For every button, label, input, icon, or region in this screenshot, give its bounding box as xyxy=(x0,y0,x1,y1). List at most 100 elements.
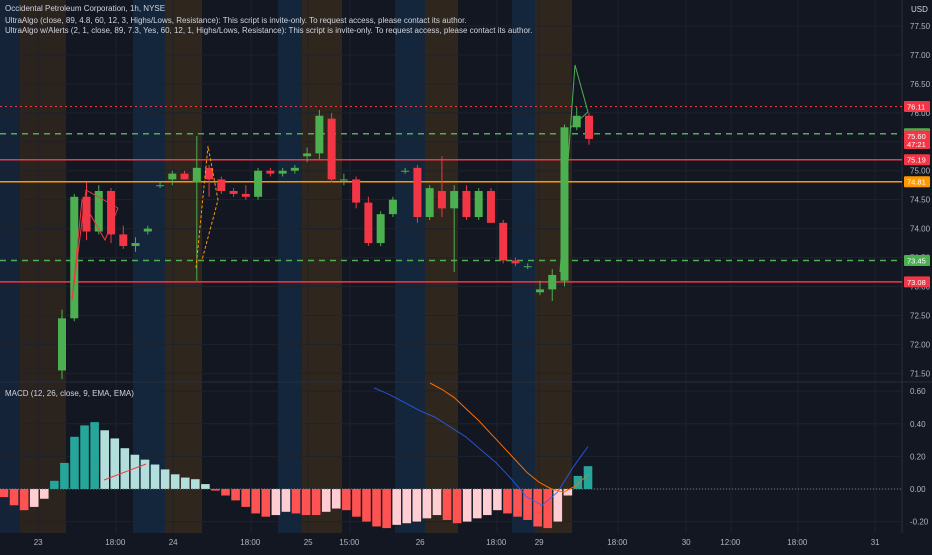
candle-body[interactable] xyxy=(511,260,520,264)
macd-histogram-bar[interactable] xyxy=(331,488,341,509)
candle-body[interactable] xyxy=(364,202,373,244)
candle-body[interactable] xyxy=(585,115,593,139)
macd-histogram-bar[interactable] xyxy=(80,425,89,489)
candle-body[interactable] xyxy=(339,179,348,181)
candle-body[interactable] xyxy=(450,191,459,209)
macd-histogram-bar[interactable] xyxy=(412,488,422,522)
macd-histogram-bar[interactable] xyxy=(9,488,19,506)
macd-histogram-bar[interactable] xyxy=(382,488,391,529)
macd-histogram-bar[interactable] xyxy=(483,488,492,516)
indicator-legend-ultraalgo[interactable]: UltraAlgo (close, 89, 4.8, 60, 12, 3, Hi… xyxy=(5,16,467,25)
macd-histogram-bar[interactable] xyxy=(231,488,240,501)
macd-histogram-bar[interactable] xyxy=(533,488,542,527)
level-badge-74.81[interactable] xyxy=(904,176,930,188)
macd-histogram-bar[interactable] xyxy=(110,438,120,489)
macd-histogram-bar[interactable] xyxy=(211,488,220,491)
macd-histogram-bar[interactable] xyxy=(221,488,230,496)
macd-histogram-bar[interactable] xyxy=(372,488,381,527)
macd-legend[interactable]: MACD (12, 26, close, 9, EMA, EMA) xyxy=(5,389,134,398)
macd-histogram-bar[interactable] xyxy=(70,436,79,489)
candle-body[interactable] xyxy=(94,191,103,232)
macd-histogram-bar[interactable] xyxy=(281,488,291,512)
macd-histogram-bar[interactable] xyxy=(29,488,39,507)
macd-histogram-bar[interactable] xyxy=(422,488,432,519)
candle-body[interactable] xyxy=(523,266,532,268)
candle-body[interactable] xyxy=(107,191,116,235)
candle-body[interactable] xyxy=(474,191,483,218)
candle-body[interactable] xyxy=(425,188,434,218)
candle-body[interactable] xyxy=(388,199,397,215)
macd-histogram-bar[interactable] xyxy=(493,488,502,511)
macd-histogram-bar[interactable] xyxy=(342,488,351,511)
macd-histogram-bar[interactable] xyxy=(261,488,271,517)
level-badge-73.45[interactable] xyxy=(904,254,930,266)
candle-body[interactable] xyxy=(437,191,446,209)
macd-histogram-bar[interactable] xyxy=(291,488,301,514)
macd-histogram-bar[interactable] xyxy=(150,464,160,489)
macd-histogram-bar[interactable] xyxy=(50,480,59,489)
macd-histogram-bar[interactable] xyxy=(39,488,49,499)
candle-body[interactable] xyxy=(303,153,312,157)
macd-histogram-bar[interactable] xyxy=(19,488,29,511)
macd-histogram-bar[interactable] xyxy=(191,479,200,489)
macd-histogram-bar[interactable] xyxy=(311,488,321,516)
candle-body[interactable] xyxy=(315,115,324,154)
macd-histogram-bar[interactable] xyxy=(301,488,311,516)
candle-body[interactable] xyxy=(376,214,385,244)
macd-histogram-bar[interactable] xyxy=(120,448,130,489)
candle-body[interactable] xyxy=(290,167,299,171)
level-badge-76.11[interactable] xyxy=(904,100,930,112)
candle-body[interactable] xyxy=(535,289,544,293)
macd-histogram-bar[interactable] xyxy=(452,488,462,524)
candle-body[interactable] xyxy=(413,167,422,218)
currency-label[interactable]: USD xyxy=(911,5,928,14)
candle-body[interactable] xyxy=(401,170,410,172)
macd-histogram-bar[interactable] xyxy=(140,459,150,489)
macd-histogram-bar[interactable] xyxy=(432,488,442,516)
macd-histogram-bar[interactable] xyxy=(362,488,371,522)
macd-histogram-bar[interactable] xyxy=(392,488,401,525)
macd-histogram-bar[interactable] xyxy=(513,488,522,517)
macd-line[interactable] xyxy=(373,387,589,506)
macd-histogram-bar[interactable] xyxy=(352,488,361,517)
macd-histogram-bar[interactable] xyxy=(0,488,9,498)
macd-histogram-bar[interactable] xyxy=(130,454,140,489)
candle-body[interactable] xyxy=(58,318,66,371)
macd-histogram-bar[interactable] xyxy=(523,488,532,520)
candle-body[interactable] xyxy=(205,167,214,180)
candle-body[interactable] xyxy=(241,193,250,197)
candle-body[interactable] xyxy=(352,179,361,203)
macd-histogram-bar[interactable] xyxy=(90,422,99,489)
macd-histogram-bar[interactable] xyxy=(563,488,573,496)
candle-body[interactable] xyxy=(278,170,287,174)
macd-histogram-bar[interactable] xyxy=(170,474,180,489)
macd-histogram-bar[interactable] xyxy=(271,488,281,516)
level-badge-75.19[interactable] xyxy=(904,154,930,166)
macd-histogram-bar[interactable] xyxy=(462,488,472,522)
candle-body[interactable] xyxy=(82,196,91,232)
macd-histogram-bar[interactable] xyxy=(503,488,512,514)
candle-body[interactable] xyxy=(156,185,165,187)
candle-body[interactable] xyxy=(131,243,140,246)
candle-body[interactable] xyxy=(462,191,471,218)
candle-body[interactable] xyxy=(327,118,336,180)
candle-body[interactable] xyxy=(217,179,226,191)
macd-histogram-bar[interactable] xyxy=(583,466,593,489)
level-badge-75.60[interactable] xyxy=(904,130,930,142)
macd-histogram-bar[interactable] xyxy=(60,462,69,489)
macd-histogram-bar[interactable] xyxy=(472,488,482,519)
level-badge-73.08[interactable] xyxy=(904,276,930,288)
candle-body[interactable] xyxy=(192,167,201,183)
candle-body[interactable] xyxy=(168,173,177,180)
candle-body[interactable] xyxy=(229,191,238,194)
macd-histogram-bar[interactable] xyxy=(442,488,452,520)
macd-histogram-bar[interactable] xyxy=(573,475,583,489)
macd-histogram-bar[interactable] xyxy=(241,488,250,507)
indicator-legend-ultraalgo-alerts[interactable]: UltraAlgo w/Alerts (2, 1, close, 89, 7.3… xyxy=(5,26,533,35)
macd-histogram-bar[interactable] xyxy=(100,430,109,489)
macd-histogram-bar[interactable] xyxy=(201,484,210,489)
candle-body[interactable] xyxy=(180,173,189,180)
macd-histogram-bar[interactable] xyxy=(251,488,261,514)
